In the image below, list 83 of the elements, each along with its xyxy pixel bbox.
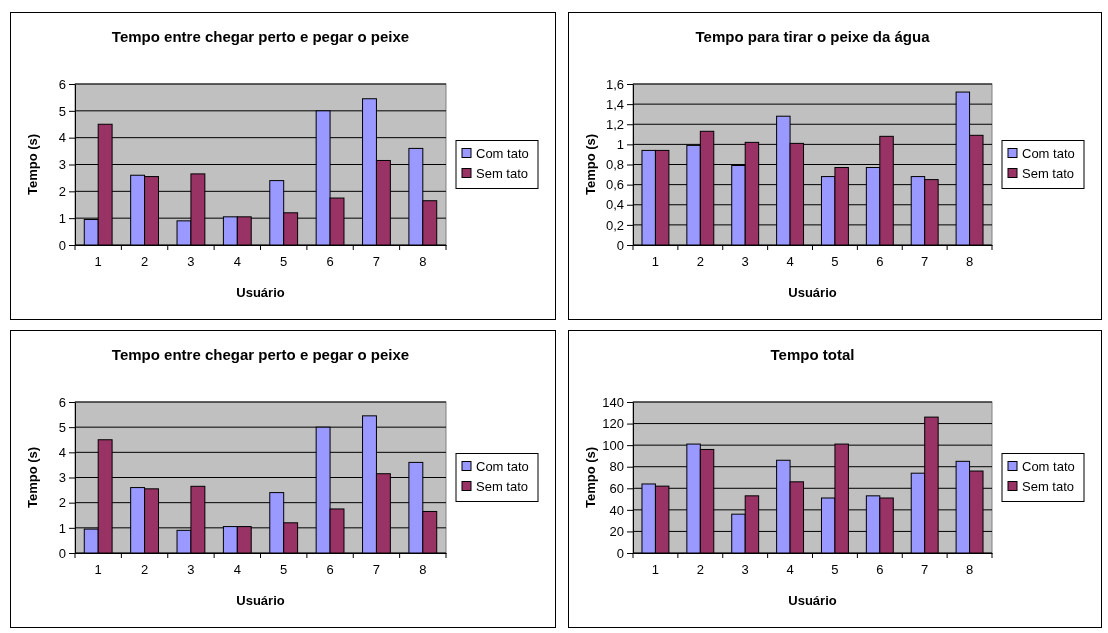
- y-tick-label: 0: [616, 545, 624, 561]
- chart-title: Tempo entre chegar perto e pegar o peixe: [111, 28, 410, 45]
- y-axis-title: Tempo (s): [25, 446, 40, 509]
- x-tick-label: 7: [921, 254, 929, 270]
- y-tick-label: 6: [58, 76, 66, 92]
- legend-label: Com tato: [476, 145, 529, 161]
- y-tick-label: 0: [58, 237, 66, 253]
- y-tick-label: 0: [616, 237, 624, 253]
- x-tick-label: 6: [876, 254, 884, 270]
- y-tick-label: 1: [58, 210, 66, 226]
- x-tick-label: 1: [651, 562, 660, 578]
- y-tick-label: 4: [58, 130, 66, 146]
- x-tick-label: 3: [741, 562, 749, 578]
- x-tick-label: 2: [696, 254, 704, 270]
- y-tick-label: 0,2: [605, 217, 624, 233]
- y-tick-label: 0,4: [605, 197, 624, 213]
- y-tick-label: 80: [609, 459, 624, 475]
- legend-label: Sem tato: [1022, 165, 1075, 181]
- y-tick-label: 20: [609, 524, 624, 540]
- legend-label: Sem tato: [476, 165, 529, 181]
- legend-label: Sem tato: [476, 478, 529, 494]
- x-axis-title: Usuário: [236, 593, 285, 608]
- x-tick-label: 2: [140, 562, 149, 578]
- x-tick-label: 4: [233, 562, 241, 578]
- y-tick-label: 1: [58, 520, 66, 536]
- x-tick-label: 8: [965, 562, 974, 578]
- y-tick-label: 100: [602, 437, 624, 453]
- x-tick-label: 5: [831, 254, 839, 270]
- x-tick-label: 2: [696, 562, 704, 578]
- chart-title: Tempo total: [770, 346, 855, 363]
- x-tick-label: 3: [741, 254, 749, 270]
- y-tick-label: 1,4: [605, 96, 624, 112]
- chart-title: Tempo entre chegar perto e pegar o peixe: [111, 346, 410, 363]
- x-axis-title: Usuário: [788, 285, 837, 300]
- x-tick-label: 4: [786, 254, 794, 270]
- y-tick-label: 2: [58, 183, 66, 199]
- y-tick-label: 5: [58, 103, 66, 119]
- legend-label: Com tato: [1022, 145, 1075, 161]
- y-tick-label: 60: [609, 480, 624, 496]
- x-tick-label: 1: [651, 254, 660, 270]
- x-tick-label: 7: [921, 562, 929, 578]
- x-tick-label: 6: [876, 562, 884, 578]
- x-tick-label: 4: [786, 562, 794, 578]
- y-axis-title: Tempo (s): [583, 446, 598, 509]
- legend-label: Com tato: [1022, 458, 1075, 474]
- y-tick-label: 1,6: [605, 76, 624, 92]
- legend-label: Sem tato: [1022, 478, 1075, 494]
- y-tick-label: 3: [58, 470, 66, 486]
- legend-label: Com tato: [476, 458, 529, 474]
- x-tick-label: 5: [280, 254, 288, 270]
- y-tick-label: 0: [58, 545, 66, 561]
- y-axis-title: Tempo (s): [583, 133, 598, 196]
- y-tick-label: 4: [58, 444, 66, 460]
- x-tick-label: 6: [326, 562, 334, 578]
- x-axis-title: Usuário: [236, 285, 285, 300]
- y-tick-label: 1,2: [605, 116, 624, 132]
- y-tick-label: 40: [609, 502, 624, 518]
- x-tick-label: 2: [140, 254, 149, 270]
- y-tick-label: 140: [602, 394, 624, 410]
- x-tick-label: 1: [94, 562, 102, 578]
- x-tick-label: 8: [419, 254, 427, 270]
- x-tick-label: 3: [187, 562, 195, 578]
- y-tick-label: 5: [58, 419, 66, 435]
- y-axis-title: Tempo (s): [25, 133, 40, 196]
- x-axis-title: Usuário: [788, 593, 837, 608]
- y-tick-label: 6: [58, 394, 66, 410]
- x-tick-label: 4: [233, 254, 241, 270]
- y-tick-label: 1: [616, 137, 624, 153]
- x-tick-label: 1: [94, 254, 102, 270]
- x-tick-label: 7: [372, 254, 381, 270]
- y-tick-label: 2: [58, 495, 66, 511]
- x-tick-label: 8: [965, 254, 974, 270]
- chart-title: Tempo para tirar o peixe da água: [695, 28, 931, 45]
- x-tick-label: 7: [372, 562, 381, 578]
- x-tick-label: 8: [419, 562, 427, 578]
- x-tick-label: 6: [326, 254, 334, 270]
- y-tick-label: 120: [602, 416, 624, 432]
- y-tick-label: 0,8: [605, 157, 624, 173]
- x-tick-label: 3: [187, 254, 195, 270]
- x-tick-label: 5: [280, 562, 288, 578]
- y-tick-label: 0,6: [605, 177, 624, 193]
- y-tick-label: 3: [58, 157, 66, 173]
- x-tick-label: 5: [831, 562, 839, 578]
